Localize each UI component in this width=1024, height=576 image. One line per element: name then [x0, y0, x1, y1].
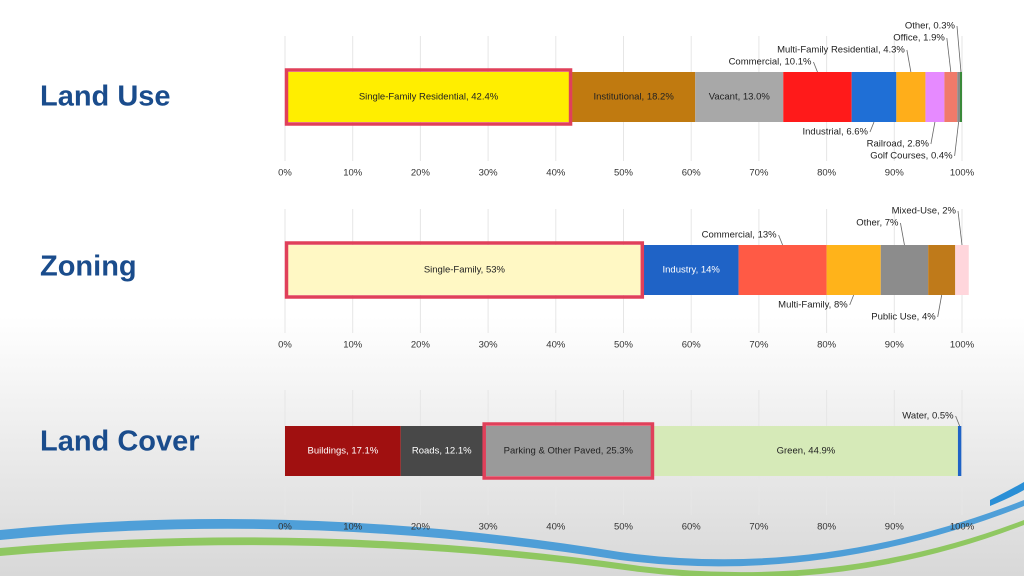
segment-label: Public Use, 4% — [871, 312, 936, 323]
x-tick-label: 30% — [479, 168, 499, 179]
bar-segment — [896, 72, 926, 122]
segment-label: Other, 7% — [856, 218, 899, 229]
leader-line — [813, 61, 818, 73]
x-tick-label: 70% — [749, 340, 769, 351]
segment-label: Other, 0.3% — [905, 21, 956, 32]
x-tick-label: 20% — [411, 522, 431, 533]
x-tick-label: 80% — [817, 340, 837, 351]
bar-segment — [482, 426, 654, 476]
x-tick-label: 80% — [817, 522, 837, 533]
x-tick-label: 60% — [682, 340, 702, 351]
x-tick-label: 60% — [682, 168, 702, 179]
segment-label: Water, 0.5% — [902, 411, 954, 422]
leader-line — [930, 121, 936, 145]
x-tick-label: 40% — [546, 168, 566, 179]
x-tick-label: 70% — [749, 168, 769, 179]
x-tick-label: 40% — [546, 340, 566, 351]
segment-label: Single-Family Residential, 42.4% — [359, 92, 499, 103]
leader-line — [849, 294, 855, 306]
bar-segment — [572, 72, 696, 122]
x-tick-label: 80% — [817, 168, 837, 179]
bar-segment — [880, 245, 929, 295]
swoosh — [990, 482, 1024, 506]
bar-segment — [285, 245, 644, 295]
bar-segment — [643, 245, 739, 295]
x-tick-label: 0% — [278, 522, 292, 533]
x-tick-label: 0% — [278, 340, 292, 351]
x-tick-label: 20% — [411, 340, 431, 351]
bar-segment — [957, 72, 960, 122]
leader-line — [956, 25, 962, 73]
x-tick-label: 10% — [343, 340, 363, 351]
bar-segment — [959, 72, 962, 122]
leader-line — [937, 294, 943, 318]
x-tick-label: 100% — [950, 522, 975, 533]
segment-label: Green, 44.9% — [777, 446, 836, 457]
segment-label: Mixed-Use, 2% — [892, 206, 957, 217]
segment-label: Single-Family, 53% — [424, 265, 506, 276]
segment-label: Commercial, 13% — [702, 230, 778, 241]
highlight-box — [284, 241, 645, 299]
bar-segment — [851, 72, 897, 122]
x-tick-label: 20% — [411, 168, 431, 179]
x-tick-label: 40% — [546, 522, 566, 533]
leader-line — [946, 37, 952, 73]
bar-segment — [653, 426, 958, 476]
leader-line — [955, 415, 961, 427]
bar-segment — [955, 245, 969, 295]
x-tick-label: 30% — [479, 522, 499, 533]
bar-segment — [957, 426, 962, 476]
bar-segment — [695, 72, 784, 122]
bar-segment — [400, 426, 483, 476]
segment-label: Institutional, 18.2% — [594, 92, 675, 103]
x-tick-label: 30% — [479, 340, 499, 351]
bar-segment — [285, 72, 573, 122]
x-tick-label: 100% — [950, 340, 975, 351]
chart-title: Land Use — [40, 81, 171, 113]
leader-line — [869, 121, 875, 133]
chart-title: Zoning — [40, 251, 137, 283]
x-tick-label: 50% — [614, 168, 634, 179]
bar-segment — [285, 426, 401, 476]
segment-label: Industrial, 6.6% — [803, 127, 869, 138]
x-tick-label: 0% — [278, 168, 292, 179]
leader-line — [778, 234, 783, 246]
x-tick-label: 50% — [614, 340, 634, 351]
segment-label: Multi-Family Residential, 4.3% — [777, 45, 905, 56]
x-tick-label: 50% — [614, 522, 634, 533]
bar-segment — [928, 245, 956, 295]
segment-label: Buildings, 17.1% — [307, 446, 378, 457]
highlight-box — [284, 68, 573, 126]
segment-label: Parking & Other Paved, 25.3% — [504, 446, 634, 457]
segment-label: Vacant, 13.0% — [709, 92, 771, 103]
x-tick-label: 100% — [950, 168, 975, 179]
bar-segment — [783, 72, 852, 122]
segment-label: Golf Courses, 0.4% — [870, 151, 953, 162]
x-tick-label: 10% — [343, 168, 363, 179]
x-tick-label: 10% — [343, 522, 363, 533]
segment-label: Commercial, 10.1% — [729, 57, 812, 68]
bar-segment — [944, 72, 958, 122]
bar-segment — [925, 72, 945, 122]
leader-line — [954, 121, 960, 157]
x-tick-label: 90% — [885, 168, 905, 179]
segment-label: Industry, 14% — [663, 265, 721, 276]
x-tick-label: 70% — [749, 522, 769, 533]
bar-segment — [826, 245, 881, 295]
highlight-box — [482, 422, 655, 480]
leader-line — [900, 222, 905, 246]
segment-label: Multi-Family, 8% — [778, 300, 848, 311]
chart-title: Land Cover — [40, 426, 200, 458]
x-tick-label: 90% — [885, 340, 905, 351]
bar-segment — [738, 245, 827, 295]
x-tick-label: 90% — [885, 522, 905, 533]
segment-label: Office, 1.9% — [893, 33, 945, 44]
segment-label: Roads, 12.1% — [412, 446, 472, 457]
leader-line — [957, 210, 963, 246]
x-tick-label: 60% — [682, 522, 702, 533]
segment-label: Railroad, 2.8% — [867, 139, 930, 150]
leader-line — [906, 49, 912, 73]
